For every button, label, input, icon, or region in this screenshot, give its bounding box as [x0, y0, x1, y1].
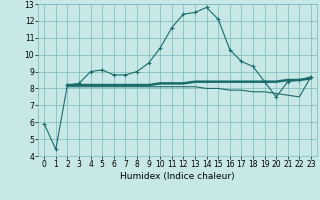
- X-axis label: Humidex (Indice chaleur): Humidex (Indice chaleur): [120, 172, 235, 181]
